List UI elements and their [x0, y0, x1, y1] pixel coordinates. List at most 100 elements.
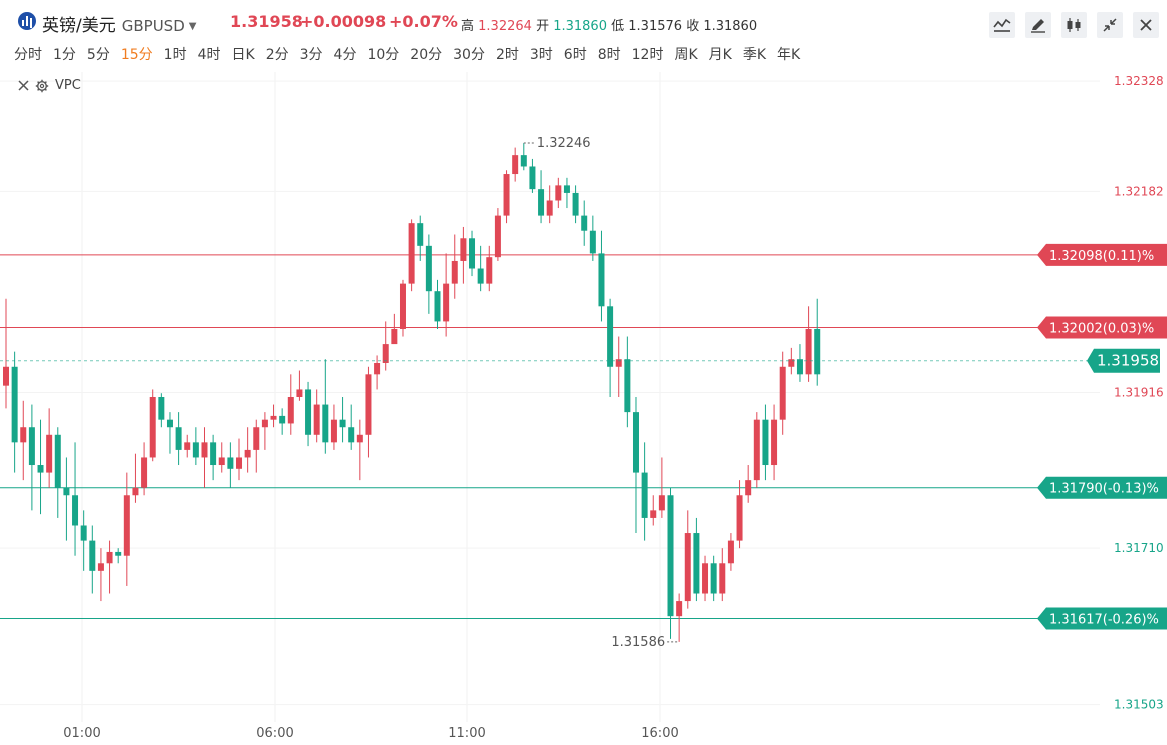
candle-body	[210, 442, 217, 466]
candle-body	[106, 551, 113, 564]
candle-body	[28, 427, 35, 466]
tab-timeframe[interactable]: 4时	[197, 47, 221, 63]
candle-body	[339, 419, 346, 428]
candle-body	[684, 533, 691, 602]
x-tick-label: 06:00	[256, 726, 293, 741]
candle-body	[805, 328, 812, 375]
tab-timeframe[interactable]: 10分	[367, 47, 400, 63]
candle-body	[80, 525, 87, 541]
candle-body	[745, 480, 752, 496]
tab-timeframe[interactable]: 5分	[86, 47, 110, 63]
close-label: 收	[686, 19, 700, 34]
tab-timeframe[interactable]: 8时	[597, 47, 621, 63]
tab-timeframe[interactable]: 30分	[453, 47, 485, 63]
candle-body	[538, 189, 545, 216]
candle-body	[624, 359, 631, 413]
y-tick-label: 1.31503	[1114, 698, 1164, 712]
candle-body	[261, 419, 268, 428]
candle-body	[512, 155, 519, 175]
candle-body	[451, 260, 458, 284]
candle-body	[365, 374, 372, 435]
candle-body	[132, 487, 139, 496]
tab-timeframe[interactable]: 2分	[265, 47, 289, 63]
gear-icon[interactable]	[35, 79, 49, 93]
x-tick-label: 16:00	[641, 726, 678, 741]
close-icon[interactable]	[18, 80, 29, 91]
tab-timeframe[interactable]: 年K	[777, 47, 801, 63]
candle-body	[149, 397, 156, 458]
price-line-tag	[1037, 316, 1167, 339]
tab-timeframe[interactable]: 20分	[410, 47, 443, 63]
candle-body	[425, 245, 432, 292]
candle-body	[632, 412, 639, 473]
tab-timeframe[interactable]: 2时	[495, 47, 519, 63]
candle-body	[11, 366, 18, 443]
candle-body	[589, 230, 596, 254]
candle-body	[279, 415, 286, 424]
candle-body	[443, 283, 450, 322]
close-value: 1.31860	[703, 19, 758, 34]
candle-body	[54, 434, 61, 488]
quote-header: 英镑/美元 GBPUSD ▼ 1.31958 +0.00098 +0.07% 高 1…	[0, 0, 1167, 46]
candle-body	[460, 238, 467, 261]
candle-body	[97, 563, 104, 571]
timeframe-tabs: 分时 1分 5分 15分 1时 4时 日K 2分 3分 4分 10分 20分 3…	[14, 44, 811, 64]
symbol-selector[interactable]: 英镑/美元 GBPUSD ▼	[42, 11, 196, 36]
pencil-icon[interactable]	[1025, 12, 1051, 38]
candle-body	[141, 457, 148, 488]
candle-body	[63, 487, 70, 496]
candle-body	[330, 419, 337, 443]
tab-timeframe[interactable]: 分时	[14, 47, 42, 63]
tab-timeframe[interactable]: 日K	[231, 47, 255, 63]
candle-body	[607, 306, 614, 367]
tab-timeframe[interactable]: 3时	[529, 47, 553, 63]
price-line-label: 1.31617(-0.26)%	[1049, 612, 1159, 627]
tab-timeframe[interactable]: 季K	[742, 47, 767, 63]
tab-timeframe[interactable]: 1时	[163, 47, 187, 63]
tab-timeframe[interactable]: 6时	[563, 47, 587, 63]
candle-body	[572, 192, 579, 216]
tab-timeframe[interactable]: 12时	[631, 47, 664, 63]
candle-body	[702, 563, 709, 594]
line-chart-icon[interactable]	[989, 12, 1015, 38]
candle-body	[658, 495, 665, 511]
candle-body	[201, 442, 208, 458]
candle-body	[736, 495, 743, 541]
candle-body	[46, 434, 53, 473]
candle-body	[287, 397, 294, 424]
x-tick-label: 01:00	[63, 726, 100, 741]
candle-body	[158, 397, 165, 420]
tab-timeframe[interactable]: 周K	[674, 47, 698, 63]
symbol-code: GBPUSD	[121, 17, 185, 35]
current-price-tag	[1087, 348, 1160, 373]
tab-timeframe[interactable]: 月K	[708, 47, 732, 63]
collapse-icon[interactable]	[1097, 12, 1123, 38]
chevron-down-icon: ▼	[188, 21, 197, 32]
candle-body	[313, 404, 320, 435]
y-tick-label: 1.32182	[1114, 184, 1164, 198]
candlestick-icon[interactable]	[1061, 12, 1087, 38]
candle-body	[520, 155, 527, 167]
tab-timeframe[interactable]: 1分	[53, 47, 76, 63]
price-change: +0.00098	[300, 12, 387, 31]
ohlc-stats: 高 1.32264 开 1.31860 低 1.31576 收 1.31860	[461, 15, 757, 34]
tab-timeframe-active[interactable]: 15分	[120, 47, 153, 63]
candle-body	[20, 427, 27, 443]
price-line-label: 1.31790(-0.13)%	[1049, 482, 1159, 497]
candle-body	[727, 540, 734, 564]
tab-timeframe[interactable]: 3分	[299, 47, 323, 63]
candle-body	[3, 366, 9, 386]
price-line-tag	[1037, 607, 1167, 630]
candle-body	[37, 465, 44, 473]
tab-timeframe[interactable]: 4分	[333, 47, 357, 63]
close-icon[interactable]	[1133, 12, 1159, 38]
candle-body	[615, 359, 622, 367]
candle-body	[348, 427, 355, 443]
candle-body	[814, 328, 821, 375]
min-price-annotation: 1.31586	[611, 635, 665, 650]
price-change-percent: +0.07%	[389, 12, 458, 31]
candle-body	[244, 449, 251, 458]
x-tick-label: 11:00	[448, 726, 485, 741]
open-value: 1.31860	[553, 19, 607, 34]
